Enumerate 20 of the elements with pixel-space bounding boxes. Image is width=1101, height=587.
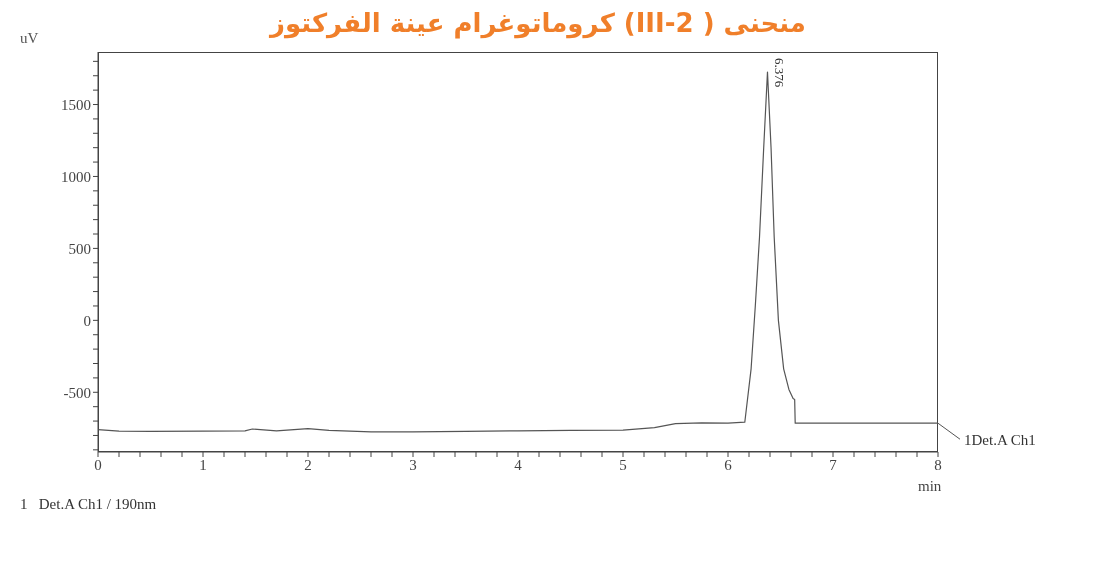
- legend-label: 1Det.A Ch1: [964, 432, 1036, 449]
- text: 1 Det.A Ch1 / 190nm: [20, 496, 158, 513]
- x-tick-label: 5: [619, 456, 627, 473]
- x-tick-label: 1: [199, 456, 207, 473]
- x-tick-label: 2: [304, 456, 312, 473]
- y-axis-title: uV: [20, 30, 39, 47]
- annotation: 6.376: [772, 58, 788, 88]
- y-tick-label: 500: [68, 240, 91, 257]
- y-tick-label: 0: [83, 312, 91, 329]
- x-tick-label: 8: [934, 456, 942, 473]
- y-tick-label: -500: [63, 384, 91, 401]
- x-tick-label: 6: [724, 456, 733, 473]
- chart-title: منحنى ( III-2) كروماتوغرام عينة الفركتوز: [270, 8, 806, 38]
- x-axis-title: min: [918, 478, 942, 495]
- x-tick-label: 4: [514, 456, 523, 473]
- x-tick-label: 3: [409, 456, 417, 473]
- y-tick-label: 1000: [61, 168, 91, 185]
- y-tick-label: 1500: [61, 96, 91, 113]
- x-tick-label: 7: [829, 456, 838, 473]
- x-tick-label: 0: [94, 456, 102, 473]
